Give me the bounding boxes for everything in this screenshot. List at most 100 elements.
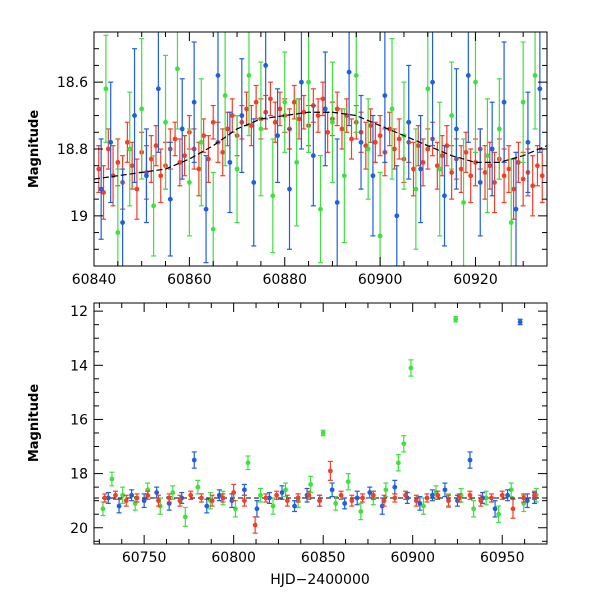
- data-point: [191, 99, 197, 105]
- data-point: [446, 498, 451, 504]
- data-point: [116, 503, 122, 509]
- data-point: [291, 99, 297, 105]
- data-point: [501, 173, 507, 179]
- data-point: [209, 498, 215, 504]
- data-point: [389, 106, 395, 112]
- data-point: [334, 106, 340, 112]
- data-point: [449, 113, 455, 118]
- data-point: [539, 173, 545, 179]
- data-point: [520, 99, 526, 105]
- data-point: [345, 479, 351, 485]
- x-tick-label: 60880: [262, 272, 307, 288]
- data-point: [449, 170, 455, 175]
- data-point: [395, 460, 401, 466]
- data-point: [101, 190, 106, 195]
- data-point: [270, 503, 276, 509]
- data-point: [222, 93, 228, 98]
- y-tick-label: 18.8: [57, 142, 88, 158]
- data-point: [186, 180, 192, 185]
- data-point: [295, 495, 301, 501]
- data-point: [465, 73, 471, 78]
- data-point: [394, 213, 400, 219]
- data-point: [499, 492, 505, 498]
- bottom-ticks: 60750 60800 60850 60900 60950 12 14 16 18 20: [70, 303, 548, 566]
- x-tick-label: 60750: [122, 550, 167, 566]
- data-point: [127, 146, 133, 152]
- data-point: [496, 511, 502, 517]
- data-point: [275, 133, 280, 139]
- data-point: [220, 149, 226, 155]
- data-point: [381, 498, 387, 504]
- data-point: [484, 153, 490, 159]
- data-point: [365, 146, 371, 152]
- data-point: [363, 143, 369, 149]
- data-point: [338, 492, 344, 498]
- top-panel: 60840 60860 60880 60900 60920 18.6 18.8 19 Magn…: [27, 31, 548, 288]
- data-point: [134, 186, 140, 192]
- data-point: [100, 506, 106, 512]
- data-point: [483, 495, 489, 501]
- data-point: [195, 484, 201, 490]
- bottom-panel: 60750 60800 60850 60900 60950 12 14 16 18 20 Magn…: [27, 302, 548, 588]
- data-point: [349, 136, 354, 142]
- data-point: [492, 506, 498, 512]
- data-point: [113, 492, 118, 498]
- data-point: [287, 186, 292, 192]
- data-point: [245, 460, 251, 466]
- data-point: [392, 495, 398, 501]
- data-point: [120, 220, 126, 225]
- data-point: [508, 220, 514, 225]
- data-point: [318, 206, 323, 212]
- x-tick-label: 60900: [390, 550, 435, 566]
- data-point: [158, 173, 164, 179]
- data-point: [430, 79, 435, 85]
- data-point: [191, 457, 197, 463]
- data-point: [421, 503, 426, 509]
- y-tick-label: 20: [70, 521, 88, 537]
- data-point: [353, 73, 359, 78]
- data-point: [342, 500, 348, 506]
- data-point: [175, 66, 180, 72]
- y-tick-label: 14: [70, 358, 88, 374]
- data-point: [468, 173, 474, 179]
- x-tick-label: 60840: [72, 272, 117, 288]
- data-point: [144, 173, 149, 179]
- data-point: [477, 180, 483, 185]
- data-point: [505, 492, 511, 498]
- data-point: [537, 86, 543, 92]
- data-point: [418, 166, 424, 172]
- data-point: [341, 173, 347, 179]
- data-point: [346, 69, 352, 75]
- data-point: [406, 119, 412, 125]
- y-tick-label: 18.6: [57, 75, 88, 91]
- data-point: [252, 522, 258, 528]
- data-point: [329, 487, 335, 493]
- data-point: [156, 498, 161, 504]
- data-point: [383, 487, 389, 493]
- data-point: [105, 495, 111, 501]
- data-point: [310, 153, 316, 159]
- data-point: [334, 200, 340, 205]
- data-point: [98, 186, 104, 192]
- data-point: [301, 109, 307, 115]
- data-point: [532, 492, 537, 498]
- data-point: [453, 316, 459, 322]
- data-point: [349, 498, 355, 504]
- data-point: [320, 430, 326, 436]
- data-point: [521, 495, 527, 501]
- data-point: [123, 498, 129, 504]
- series-red: [102, 460, 537, 534]
- data-point: [120, 492, 126, 498]
- bottom-x-axis-label: HJD−2400000: [270, 572, 370, 588]
- data-point: [129, 163, 135, 169]
- data-point: [167, 196, 173, 202]
- x-tick-label: 60920: [453, 272, 498, 288]
- data-point: [196, 166, 202, 172]
- data-point: [188, 492, 194, 498]
- data-point: [325, 129, 331, 135]
- data-point: [368, 123, 373, 128]
- data-point: [215, 73, 221, 78]
- data-point: [166, 495, 172, 501]
- bottom-plot-frame: [93, 302, 548, 545]
